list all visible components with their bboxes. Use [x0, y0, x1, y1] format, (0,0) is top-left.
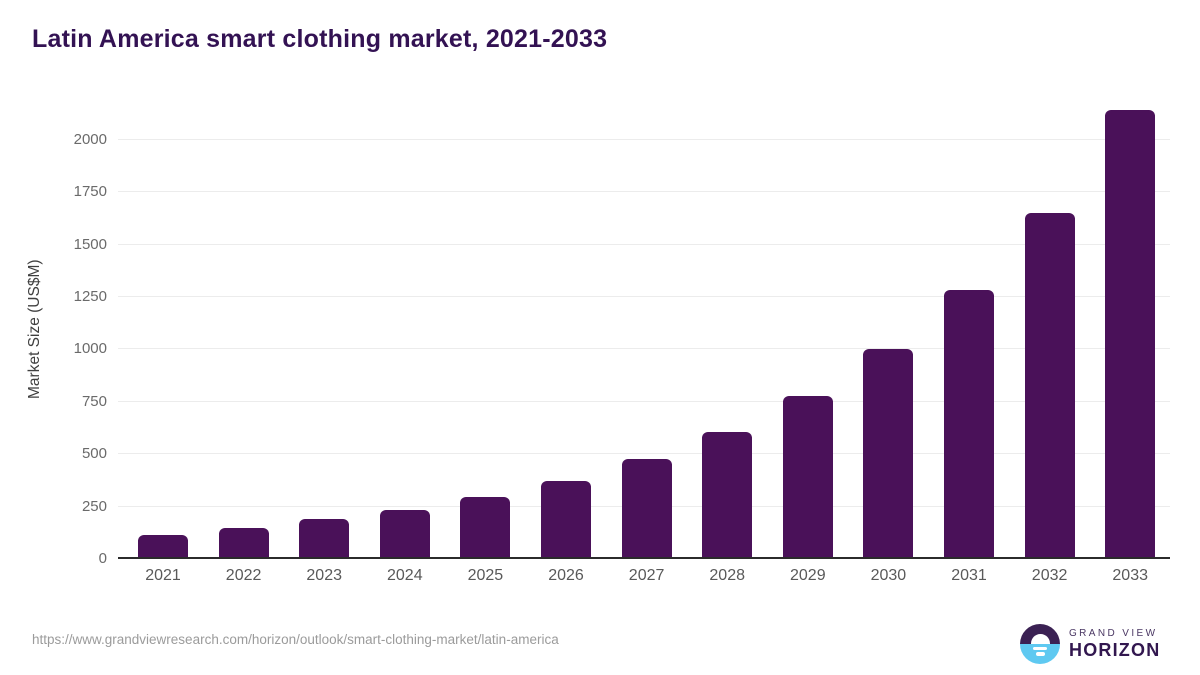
bar-2027 — [621, 459, 672, 559]
y-tick-label-750: 750 — [81, 392, 107, 410]
bar-2024 — [379, 509, 430, 559]
bar-2032 — [1024, 213, 1075, 559]
x-tick-label-2029: 2029 — [790, 567, 826, 584]
grand-view-horizon-logo: GRAND VIEW HORIZON — [1020, 624, 1160, 664]
logo-text: GRAND VIEW HORIZON — [1069, 628, 1160, 661]
x-axis-line — [118, 557, 1170, 559]
y-tick-label-1250: 1250 — [73, 288, 107, 305]
logo-reflection-line-2 — [1035, 652, 1045, 656]
gridline-750 — [118, 400, 1170, 402]
gridline-1250 — [118, 296, 1170, 298]
x-tick-label-2021: 2021 — [145, 567, 181, 584]
x-tick-label-2025: 2025 — [467, 567, 504, 584]
sunrise-logo-icon — [1020, 624, 1060, 664]
bar-2022 — [218, 527, 269, 559]
logo-sun — [1031, 634, 1050, 644]
y-tick-label-500: 500 — [81, 445, 107, 463]
gridline-500 — [118, 453, 1170, 455]
x-tick-label-2022: 2022 — [225, 567, 262, 584]
y-tick-label-250: 250 — [81, 497, 107, 515]
source-url: https://www.grandviewresearch.com/horizo… — [32, 632, 559, 647]
y-axis-tick-labels: 0 250 500 750 1000 1250 1500 1750 2000 — [0, 100, 107, 567]
gridline-2000 — [118, 138, 1170, 140]
bar-2025 — [460, 497, 511, 559]
bar-2033 — [1105, 110, 1156, 559]
x-tick-label-2028: 2028 — [709, 567, 745, 584]
bar-2028 — [702, 432, 753, 559]
y-tick-label-1000: 1000 — [73, 340, 107, 358]
logo-reflection-line-1 — [1033, 646, 1047, 650]
gridline-1750 — [118, 191, 1170, 193]
bar-2030 — [863, 349, 914, 559]
x-tick-label-2031: 2031 — [951, 567, 987, 584]
y-tick-label-1750: 1750 — [73, 183, 107, 201]
plot-area — [118, 100, 1170, 559]
bar-2023 — [299, 519, 350, 559]
x-tick-label-2026: 2026 — [548, 567, 584, 584]
y-tick-label-2000: 2000 — [73, 130, 107, 148]
x-tick-label-2024: 2024 — [387, 567, 423, 584]
bar-2021 — [138, 534, 188, 559]
y-tick-label-0: 0 — [98, 550, 107, 567]
x-tick-label-2032: 2032 — [1031, 567, 1068, 584]
gridline-1000 — [118, 348, 1170, 350]
x-axis-tick-labels: 2021 2022 2023 2024 2025 2026 2027 2028 2029 2030… — [118, 566, 1170, 590]
gridline-1500 — [118, 243, 1170, 245]
page-title: Latin America smart clothing market, 202… — [32, 25, 608, 53]
x-tick-label-2033: 2033 — [1112, 567, 1148, 584]
bar-2031 — [944, 289, 994, 559]
x-tick-label-2027: 2027 — [628, 567, 665, 584]
y-tick-label-1500: 1500 — [73, 235, 107, 253]
bar-2026 — [541, 480, 591, 559]
logo-product-name: HORIZON — [1069, 639, 1161, 660]
logo-brand-name: GRAND VIEW — [1069, 627, 1158, 639]
x-tick-label-2030: 2030 — [870, 567, 907, 584]
x-tick-label-2023: 2023 — [306, 567, 342, 584]
bar-2029 — [782, 395, 833, 559]
